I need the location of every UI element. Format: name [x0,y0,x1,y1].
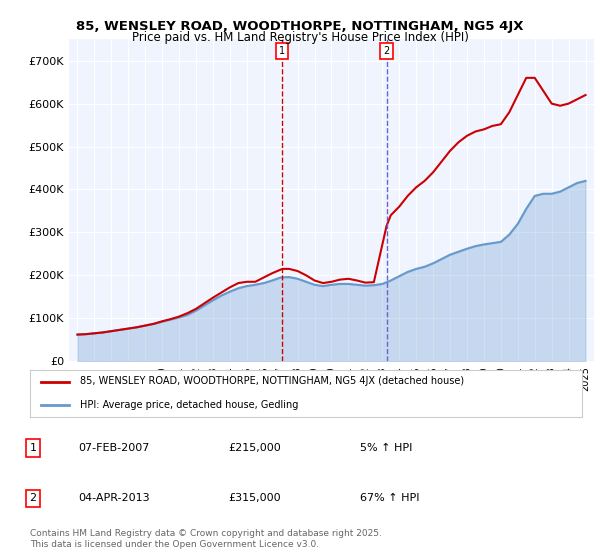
Text: 2: 2 [29,493,37,503]
Text: £215,000: £215,000 [228,443,281,453]
Text: 85, WENSLEY ROAD, WOODTHORPE, NOTTINGHAM, NG5 4JX: 85, WENSLEY ROAD, WOODTHORPE, NOTTINGHAM… [76,20,524,32]
Text: HPI: Average price, detached house, Gedling: HPI: Average price, detached house, Gedl… [80,400,298,410]
Text: 1: 1 [29,443,37,453]
Text: 2: 2 [383,46,389,55]
Text: 5% ↑ HPI: 5% ↑ HPI [360,443,412,453]
Text: Contains HM Land Registry data © Crown copyright and database right 2025.
This d: Contains HM Land Registry data © Crown c… [30,529,382,549]
Text: £315,000: £315,000 [228,493,281,503]
Text: 07-FEB-2007: 07-FEB-2007 [78,443,149,453]
Text: Price paid vs. HM Land Registry's House Price Index (HPI): Price paid vs. HM Land Registry's House … [131,31,469,44]
Text: 67% ↑ HPI: 67% ↑ HPI [360,493,419,503]
Text: 1: 1 [280,46,286,55]
Text: 04-APR-2013: 04-APR-2013 [78,493,149,503]
Text: 85, WENSLEY ROAD, WOODTHORPE, NOTTINGHAM, NG5 4JX (detached house): 85, WENSLEY ROAD, WOODTHORPE, NOTTINGHAM… [80,376,464,386]
